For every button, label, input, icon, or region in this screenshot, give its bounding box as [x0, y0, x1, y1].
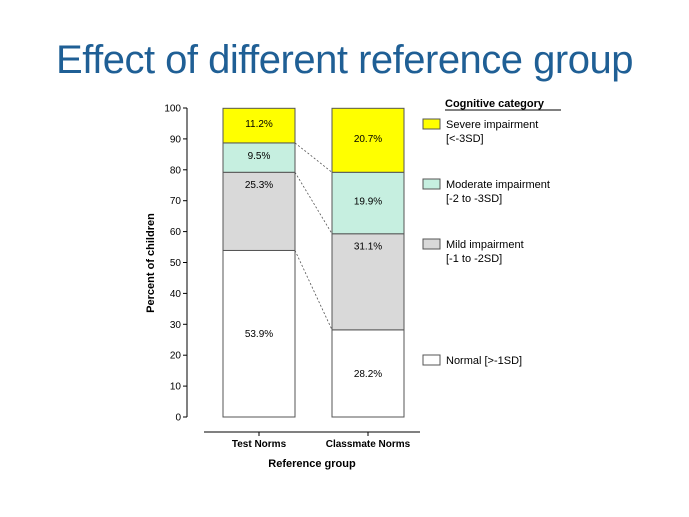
legend-label: [-2 to -3SD]	[446, 193, 502, 205]
x-tick-label: Test Norms	[232, 439, 287, 450]
y-tick-label: 0	[175, 413, 181, 424]
y-tick-label: 90	[170, 134, 182, 145]
data-label: 9.5%	[248, 151, 271, 162]
data-label: 28.2%	[354, 369, 382, 380]
data-label: 25.3%	[245, 180, 273, 191]
y-tick-label: 100	[164, 104, 181, 115]
legend-title: Cognitive category	[445, 98, 545, 110]
y-tick-label: 20	[170, 351, 182, 362]
legend-swatch	[422, 118, 441, 130]
legend-swatch	[422, 238, 441, 250]
y-axis-title: Percent of children	[145, 213, 157, 313]
legend-label: Normal [>-1SD]	[446, 355, 522, 367]
legend-label: Mild impairment	[446, 239, 524, 251]
legend-label: Severe impairment	[446, 119, 538, 131]
legend-swatch	[422, 178, 441, 190]
y-tick-label: 60	[170, 227, 182, 238]
connector-line	[294, 172, 333, 234]
legend-label: Moderate impairment	[446, 179, 550, 191]
data-label: 53.9%	[245, 329, 273, 340]
bar-segment	[222, 107, 296, 144]
x-tick-label: Classmate Norms	[326, 439, 411, 450]
data-label: 19.9%	[354, 197, 382, 208]
bar-segment	[222, 142, 296, 173]
data-label: 11.2%	[245, 119, 273, 130]
y-tick-label: 30	[170, 320, 182, 331]
y-tick-label: 50	[170, 258, 182, 269]
legend-label: [<-3SD]	[446, 133, 484, 145]
y-tick-label: 10	[170, 382, 182, 393]
legend-label: [-1 to -2SD]	[446, 253, 502, 265]
bar-segment	[331, 171, 405, 235]
bar-segment	[331, 107, 405, 173]
connector-line	[294, 250, 333, 331]
data-label: 31.1%	[354, 241, 382, 252]
data-label: 20.7%	[354, 134, 382, 145]
y-tick-label: 40	[170, 289, 182, 300]
bar-segment	[331, 233, 405, 331]
slide-title: Effect of different reference group	[56, 38, 633, 82]
x-axis-title: Reference group	[268, 458, 356, 470]
connector-line	[294, 142, 333, 173]
legend-swatch	[422, 354, 441, 366]
y-tick-label: 80	[170, 165, 182, 176]
y-tick-label: 70	[170, 196, 182, 207]
